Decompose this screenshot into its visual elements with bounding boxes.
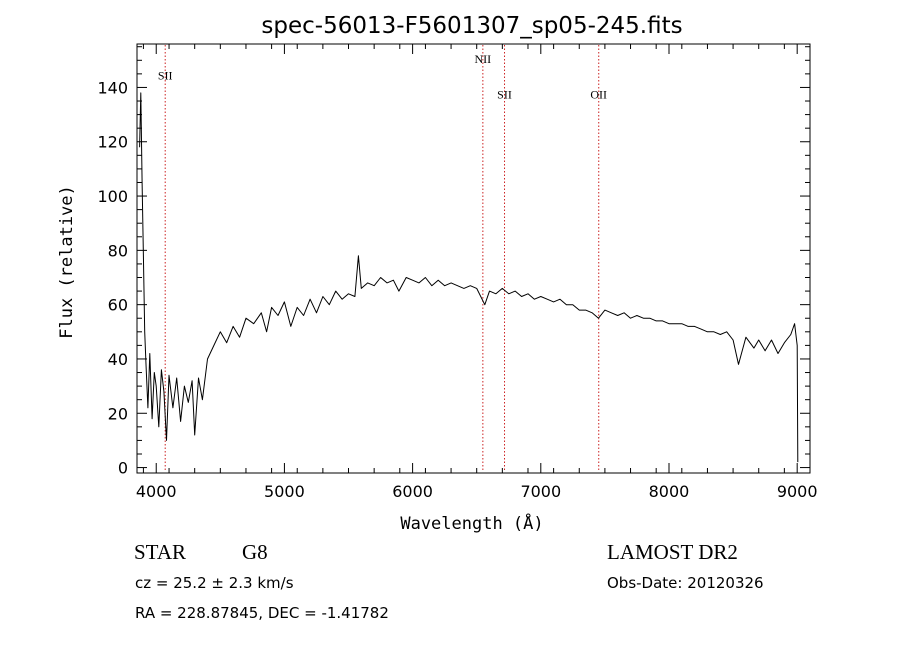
x-tick-label: 9000 — [777, 482, 818, 501]
x-axis-label: Wavelength (Å) — [400, 512, 543, 534]
x-tick-label: 6000 — [392, 482, 433, 501]
y-axis-label: Flux (relative) — [57, 185, 77, 339]
object-class: STAR — [134, 540, 186, 564]
y-tick-label: 60 — [108, 296, 128, 315]
x-tick-label: 7000 — [520, 482, 561, 501]
y-tick-label: 0 — [118, 459, 128, 478]
spectrum-line — [139, 92, 799, 463]
redshift-velocity: cz = 25.2 ± 2.3 km/s — [135, 574, 294, 592]
x-tick-label: 5000 — [264, 482, 305, 501]
plot-frame — [136, 43, 811, 474]
observation-date: Obs-Date: 20120326 — [607, 574, 764, 592]
y-tick-label: 80 — [108, 241, 128, 260]
emission-line-markers: SII NII SII OII — [158, 45, 607, 472]
coordinates: RA = 228.87845, DEC = -1.41782 — [135, 604, 389, 622]
emission-line-label: NII — [475, 52, 492, 66]
x-tick-label: 8000 — [649, 482, 690, 501]
y-tick-label: 40 — [108, 350, 128, 369]
spectrum-series — [139, 92, 799, 463]
x-axis: 4000 5000 6000 7000 8000 9000 — [136, 44, 818, 501]
y-tick-label: 120 — [97, 133, 128, 152]
survey-name: LAMOST DR2 — [607, 540, 738, 564]
y-tick-label: 140 — [97, 78, 128, 97]
emission-line-label: SII — [497, 87, 512, 101]
chart-title: spec-56013-F5601307_sp05-245.fits — [261, 13, 682, 39]
y-tick-label: 20 — [108, 404, 128, 423]
emission-line-label: OII — [590, 87, 607, 101]
spectral-subclass: G8 — [242, 540, 268, 564]
x-tick-label: 4000 — [136, 482, 177, 501]
y-tick-label: 100 — [97, 187, 128, 206]
y-axis: 0 20 40 60 80 100 120 140 — [97, 46, 810, 478]
emission-line-label: SII — [158, 68, 173, 82]
